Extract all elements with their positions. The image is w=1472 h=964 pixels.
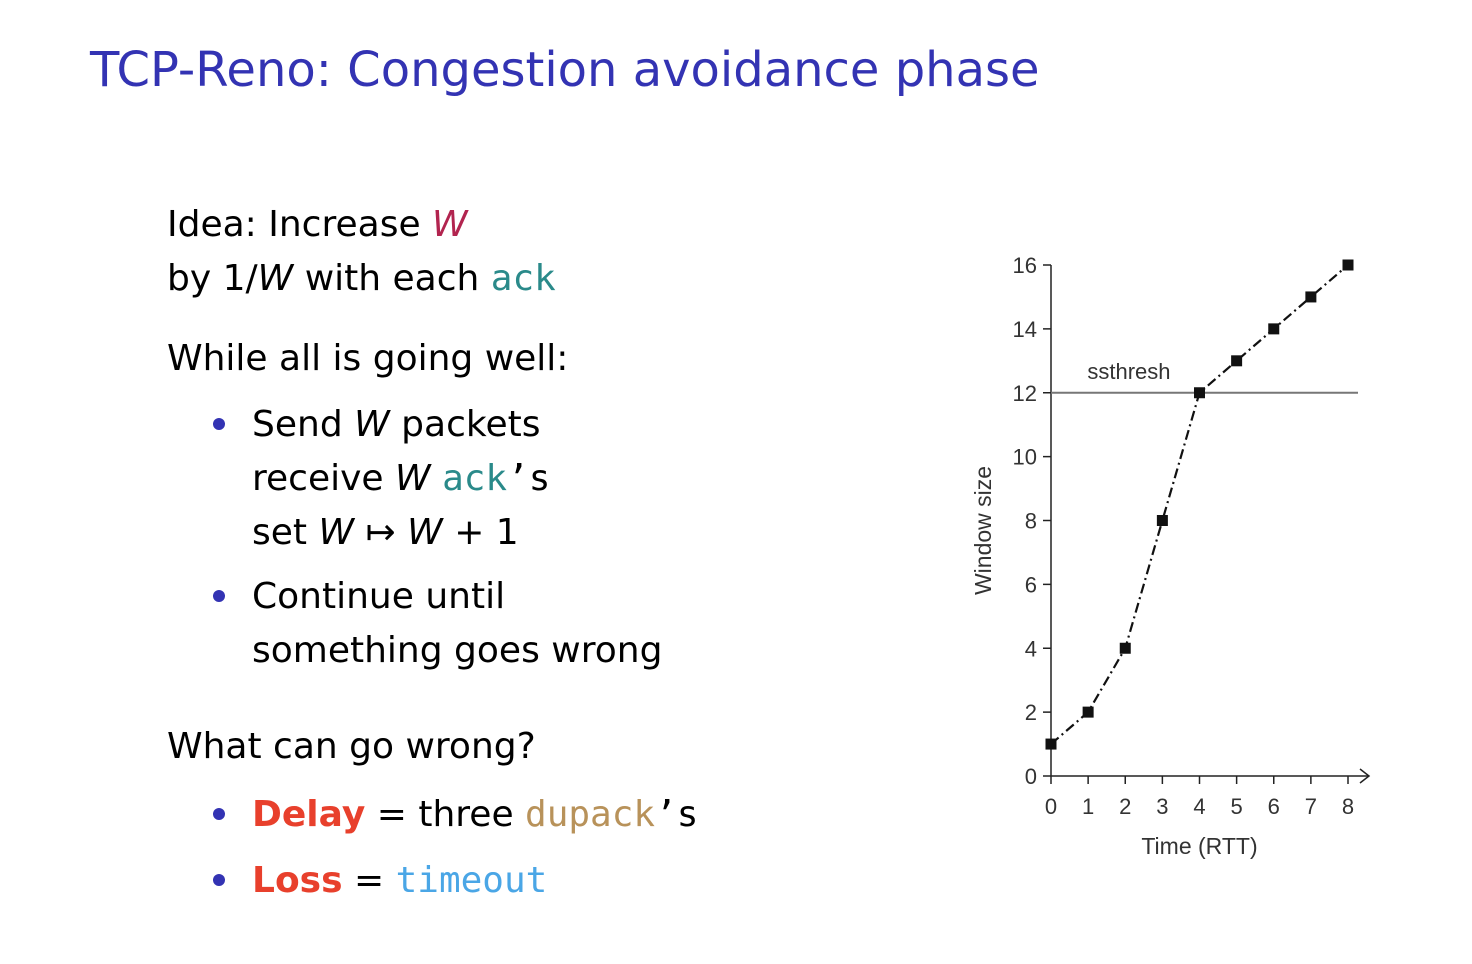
loss-label: Loss xyxy=(252,860,343,901)
data-point-2 xyxy=(1119,642,1131,654)
data-point-4 xyxy=(1194,387,1205,399)
x-axis-label: Time (RTT) xyxy=(1141,833,1257,859)
b1-l2-ack: ack xyxy=(442,458,508,499)
data-point-3 xyxy=(1156,515,1168,526)
b1-l3-arrow: ↦ xyxy=(354,512,408,553)
y-tick-label-14: 14 xyxy=(1013,317,1037,342)
x-tick-label-7: 7 xyxy=(1305,794,1317,819)
data-point-6 xyxy=(1268,323,1280,335)
by-line: by 1/W with each ack xyxy=(167,252,556,306)
what-line: What can go wrong? xyxy=(167,726,536,767)
y-tick-label-12: 12 xyxy=(1013,381,1037,406)
dupack-label: dupack xyxy=(525,794,656,835)
x-tick-label-4: 4 xyxy=(1193,794,1205,819)
b1-l3-w2: W xyxy=(407,512,443,553)
ssthresh-label: ssthresh xyxy=(1087,359,1170,384)
data-point-7 xyxy=(1305,291,1317,303)
timeout-label: timeout xyxy=(395,860,548,901)
x-tick-label-8: 8 xyxy=(1342,794,1354,819)
data-point-1 xyxy=(1082,706,1094,718)
b1-l1-post: packets xyxy=(389,404,541,445)
b1-l2-pre: receive xyxy=(252,458,395,499)
b3-eq: = three xyxy=(365,794,526,835)
y-axis-label: Window size xyxy=(970,466,996,595)
b1-l3-post: + 1 xyxy=(442,512,519,553)
b1-l3-w1: W xyxy=(318,512,355,553)
slide-title: TCP-Reno: Congestion avoidance phase xyxy=(90,42,1040,98)
bullet-1-line-3: set W ↦ W + 1 xyxy=(252,506,519,560)
y-tick-label-10: 10 xyxy=(1013,445,1037,470)
y-tick-label-0: 0 xyxy=(1025,764,1037,789)
by-mid: with each xyxy=(293,258,491,299)
x-tick-label-6: 6 xyxy=(1268,794,1280,819)
delay-label: Delay xyxy=(252,794,366,835)
y-tick-label-16: 16 xyxy=(1013,253,1037,278)
bullet-2-line-1: Continue until xyxy=(252,576,506,617)
by-w: W xyxy=(257,258,294,299)
b1-l2-w: W xyxy=(395,458,431,499)
data-point-0 xyxy=(1045,738,1057,750)
y-tick-label-8: 8 xyxy=(1025,509,1037,534)
x-tick-label-3: 3 xyxy=(1156,794,1168,819)
x-tick-label-2: 2 xyxy=(1119,794,1131,819)
series-line xyxy=(1050,264,1349,745)
x-tick-label-5: 5 xyxy=(1231,794,1243,819)
data-point-8 xyxy=(1342,259,1354,271)
idea-prefix: Idea: Increase xyxy=(167,204,433,245)
b3-s: ’s xyxy=(655,794,699,835)
x-axis-arrow xyxy=(1359,768,1371,784)
bullet-1-line-1: Send W packets xyxy=(252,398,540,452)
window-size-chart: 0 2 4 6 8 10 12 14 16 0 1 2 3 4 5 6 7 8 Time (RTT) Window s… xyxy=(940,240,1400,880)
b1-l2-s: ’s xyxy=(507,458,551,499)
idea-w: W xyxy=(432,204,468,245)
bullet-1-line-2: receive W ack’s xyxy=(252,452,550,506)
data-point-5 xyxy=(1231,355,1243,367)
y-tick-label-4: 4 xyxy=(1025,636,1037,661)
y-tick-label-2: 2 xyxy=(1025,700,1037,725)
bullet-dot-3 xyxy=(213,808,225,820)
y-tick-label-6: 6 xyxy=(1025,572,1037,597)
bullet-dot-1 xyxy=(213,418,225,430)
idea-line: Idea: Increase W xyxy=(167,198,468,252)
by-ack: ack xyxy=(490,258,556,299)
b1-l3-pre: set xyxy=(252,512,319,553)
x-tick-label-1: 1 xyxy=(1082,794,1094,819)
bullet-2-line-2: something goes wrong xyxy=(252,630,663,671)
x-tick-label-0: 0 xyxy=(1045,794,1057,819)
by-prefix: by 1/ xyxy=(167,258,258,299)
while-line: While all is going well: xyxy=(167,338,569,379)
b1-l1-pre: Send xyxy=(252,404,355,445)
bullet-3: Delay = three dupack’s xyxy=(252,788,698,842)
bullet-dot-2 xyxy=(213,590,225,602)
b4-eq: = xyxy=(342,860,396,901)
bullet-4: Loss = timeout xyxy=(252,854,547,908)
b1-l1-w: W xyxy=(354,404,390,445)
bullet-dot-4 xyxy=(213,874,225,886)
